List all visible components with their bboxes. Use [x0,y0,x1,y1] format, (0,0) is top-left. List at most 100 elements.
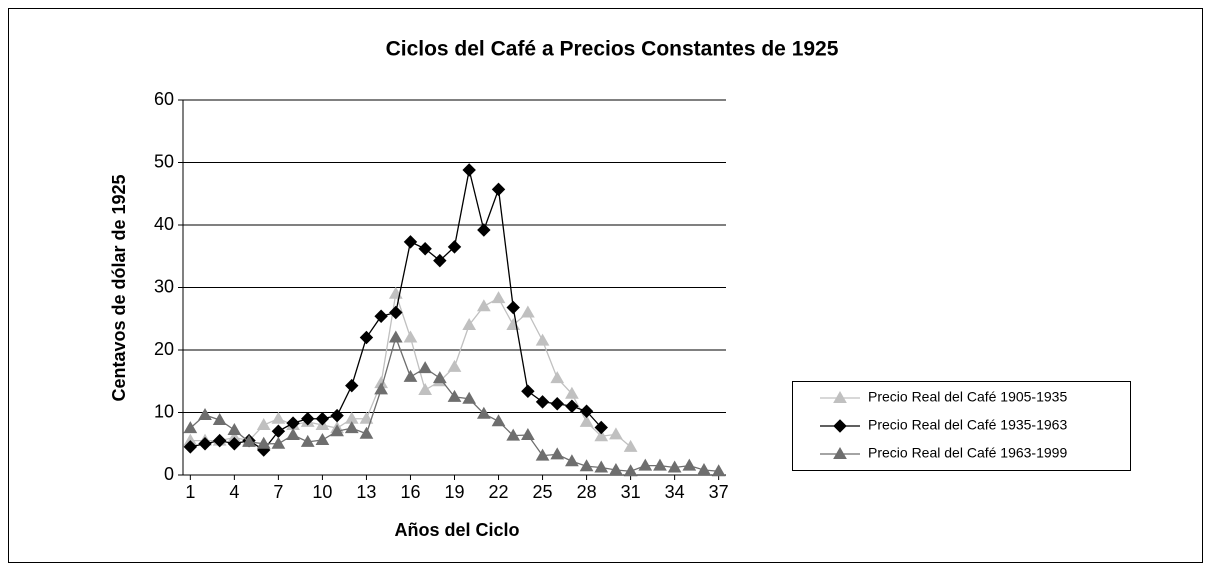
point [491,182,506,197]
point [286,427,300,440]
point [682,458,697,471]
x-tick-label: 4 [229,482,239,502]
point [521,427,535,440]
point [227,437,242,451]
point [300,434,315,447]
x-tick-label: 34 [665,482,685,502]
point [418,361,433,374]
point [271,436,286,449]
point [212,412,227,425]
point [697,462,711,475]
point [476,406,491,419]
point [462,391,477,404]
point [667,460,682,473]
point [594,420,608,435]
x-axis-label: Años del Ciclo [394,520,519,540]
point [271,411,286,424]
y-tick-label: 20 [154,339,174,359]
point [535,448,550,461]
point [433,253,447,268]
y-tick-label: 30 [154,276,174,296]
point [212,433,227,448]
x-tick-label: 13 [356,482,376,502]
point [432,371,447,384]
point [833,446,847,459]
x-tick-label: 25 [533,482,553,502]
x-tick-label: 16 [400,482,420,502]
point [389,305,403,320]
point [521,384,535,398]
chart-frame [8,8,1203,563]
x-tick-label: 22 [489,482,509,502]
y-tick-label: 60 [154,89,174,109]
x-tick-label: 31 [621,482,641,502]
point [594,429,609,442]
point [462,317,477,330]
point [535,395,550,409]
point [711,464,726,477]
point [403,369,418,382]
point [198,437,212,451]
point [594,460,609,473]
point [579,404,594,418]
point [330,408,344,423]
point [183,421,198,434]
x-tick-label: 1 [185,482,195,502]
y-tick-label: 10 [154,401,174,421]
point [345,378,359,393]
point [579,459,594,472]
point [579,414,594,427]
chart-title: Ciclos del Café a Precios Constantes de … [386,38,839,61]
point [550,447,565,460]
point [256,417,271,430]
point [609,427,623,440]
point [403,330,418,343]
point [447,389,462,402]
point [403,235,418,249]
point [330,424,344,437]
point [301,412,315,426]
legend-label: Precio Real del Café 1905-1935 [868,389,1067,405]
x-tick-label: 28 [577,482,597,502]
point [506,300,520,315]
point [418,382,433,395]
point [550,397,564,411]
point [198,407,212,420]
point [565,386,579,399]
point [476,299,491,312]
x-tick-label: 7 [273,482,283,502]
point [491,414,506,427]
point [183,440,198,454]
point [623,464,638,477]
x-tick-label: 37 [709,482,729,502]
point [242,434,256,447]
x-tick-label: 10 [312,482,332,502]
y-tick-label: 50 [154,151,174,171]
point [315,432,330,445]
point [521,305,535,318]
point [359,411,374,424]
point [388,330,403,343]
point [609,462,623,475]
x-tick-label: 19 [444,482,464,502]
y-tick-label: 40 [154,214,174,234]
point [447,359,462,372]
point [447,240,462,254]
point [477,223,491,237]
point [833,419,847,433]
point [256,436,271,449]
point [535,333,550,346]
point [227,422,242,435]
point [359,426,374,439]
point [565,399,579,413]
legend-label: Precio Real del Café 1935-1963 [868,417,1067,433]
point [653,458,667,471]
point [833,390,847,403]
point [374,382,388,395]
point [418,242,432,256]
point [359,330,374,345]
point [462,163,476,177]
legend-label: Precio Real del Café 1963-1999 [868,445,1067,461]
point [374,309,388,323]
